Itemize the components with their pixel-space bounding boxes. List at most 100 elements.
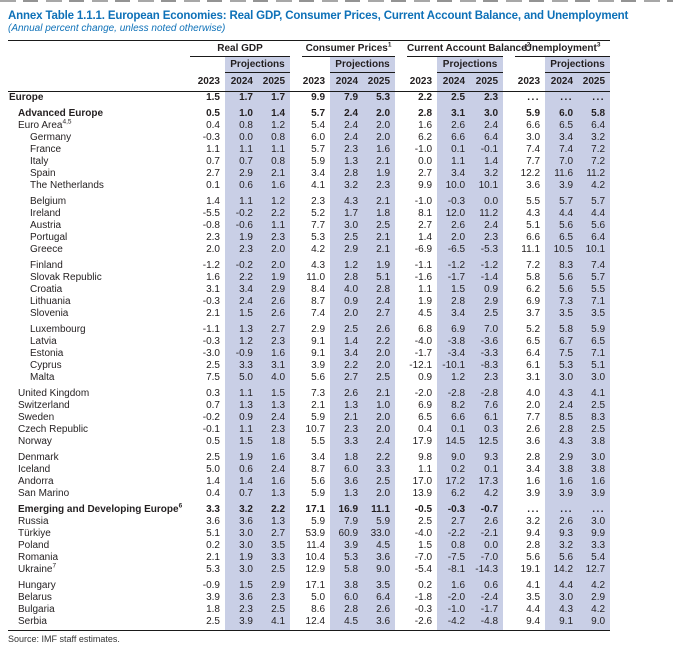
value-cell: 3.2 [225,500,258,516]
value-cell: 5.7 [311,108,326,119]
value-cell: 2.9 [258,284,291,296]
value-cell: 2.4 [330,104,364,120]
spacer-cell [395,516,407,528]
year-header: 2025 [363,72,396,92]
table-row: Czech Republic -0.1 1.1 2.3 10.7 2.3 2.0 0.4 0.1… [8,424,611,436]
spacer-cell [290,272,302,284]
value-cell: 2.2 [363,448,396,464]
spacer-cell [290,308,302,320]
spacer-cell [503,220,515,232]
spacer-cell [290,564,302,576]
spacer-cell [290,192,302,208]
spacer-cell [290,57,302,73]
value-cell: 1.9 [363,256,396,272]
value-cell: 4.1 [258,616,291,631]
value-cell: 6.5 [545,120,579,132]
value-cell: 1.1 [258,144,291,156]
value-cell: 5.2 [526,324,541,335]
value-cell: 3.9 [545,180,579,192]
value-cell: -0.3 [414,604,433,615]
spacer-cell [395,284,407,296]
spacer-cell [395,528,407,540]
row-label: Andorra [18,476,54,487]
value-cell: 5.4 [578,552,611,564]
value-cell: 3.2 [545,540,579,552]
row-label: Cyprus [30,360,62,371]
value-cell: 5.7 [545,192,579,208]
spacer-cell [503,144,515,156]
table-row: United Kingdom 0.3 1.1 1.5 7.3 2.6 2.1 -2.0 -2.8… [8,384,611,400]
value-cell: 2.1 [206,308,220,319]
value-cell: 3.0 [545,372,579,384]
value-cell: 1.4 [418,232,433,243]
row-label: Croatia [30,284,63,295]
value-cell: 2.3 [225,604,258,616]
value-cell: 7.9 [330,516,364,528]
table-row: Germany -0.3 0.0 0.8 6.0 2.4 2.0 6.2 6.6 6.4 3.0 3.… [8,132,611,144]
value-cell: 3.8 [578,464,611,476]
spacer-cell [290,448,302,464]
value-cell: 2.0 [363,132,396,144]
value-cell: 1.8 [206,604,220,615]
value-cell: 1.6 [258,348,291,360]
value-cell: -0.1 [470,144,504,156]
row-label: Switzerland [18,400,70,411]
value-cell: 6.9 [526,296,541,307]
value-cell: 2.8 [363,284,396,296]
value-cell: 0.0 [225,132,258,144]
spacer-cell [290,144,302,156]
value-cell: 7.4 [578,256,611,272]
value-cell: 0.9 [330,296,364,308]
value-cell: 2.8 [330,272,364,284]
value-cell: 19.1 [520,564,541,575]
value-cell: 2.5 [437,91,471,104]
spacer-cell [503,320,515,336]
value-cell: 1.0 [363,400,396,412]
value-cell: 9.8 [418,452,433,463]
value-cell: 9.1 [311,348,326,359]
row-label: Norway [18,436,52,447]
value-cell: 0.0 [470,540,504,552]
value-cell: 6.7 [545,336,579,348]
value-cell: 12.0 [437,208,471,220]
value-cell: 6.1 [470,412,504,424]
value-cell: 2.5 [206,452,220,463]
value-cell: 7.3 [545,296,579,308]
value-cell: 2.5 [206,360,220,371]
value-cell: 2.6 [258,308,291,320]
value-cell: -5.3 [470,244,504,256]
table-row: Slovenia 2.1 1.5 2.6 7.4 2.0 2.7 4.5 3.4 2.5 3.7 3.… [8,308,611,320]
value-cell: 2.5 [330,232,364,244]
value-cell: 3.1 [437,104,471,120]
table-row: Euro Area4,5 0.4 0.8 1.2 5.4 2.4 2.0 1.6 2.6 2.4 6… [8,119,611,132]
value-cell: 6.9 [437,320,471,336]
value-cell: 2.6 [545,516,579,528]
value-cell: 2.1 [258,168,291,180]
value-cell: 2.9 [330,244,364,256]
value-cell: 3.0 [545,592,579,604]
value-cell: 2.5 [578,424,611,436]
value-cell: 12.5 [470,436,504,448]
value-cell: 11.1 [521,244,541,255]
spacer-cell [395,372,407,384]
spacer-cell [503,592,515,604]
value-cell: 2.8 [526,540,541,551]
value-cell: -7.5 [437,552,471,564]
value-cell: 2.5 [363,220,396,232]
value-cell: -0.3 [202,132,220,143]
table-row: Norway 0.5 1.5 1.8 5.5 3.3 2.4 17.9 14.5 12.5 3.6 4… [8,436,611,448]
value-cell: 1.2 [437,372,471,384]
spacer-cell [503,604,515,616]
value-cell: 1.5 [225,576,258,592]
value-cell: 0.6 [470,576,504,592]
value-cell: 1.1 [206,144,220,155]
value-cell: ... [545,91,579,104]
spacer-cell [395,220,407,232]
year-header: 2024 [437,72,471,92]
value-cell: 2.4 [330,132,364,144]
value-cell: -6.5 [437,244,471,256]
value-cell: 5.5 [526,196,541,207]
value-cell: 5.7 [311,144,326,155]
table-row: Luxembourg -1.1 1.3 2.7 2.9 2.5 2.6 6.8 6.9 7.0 5.… [8,320,611,336]
value-cell: 0.4 [418,424,433,435]
